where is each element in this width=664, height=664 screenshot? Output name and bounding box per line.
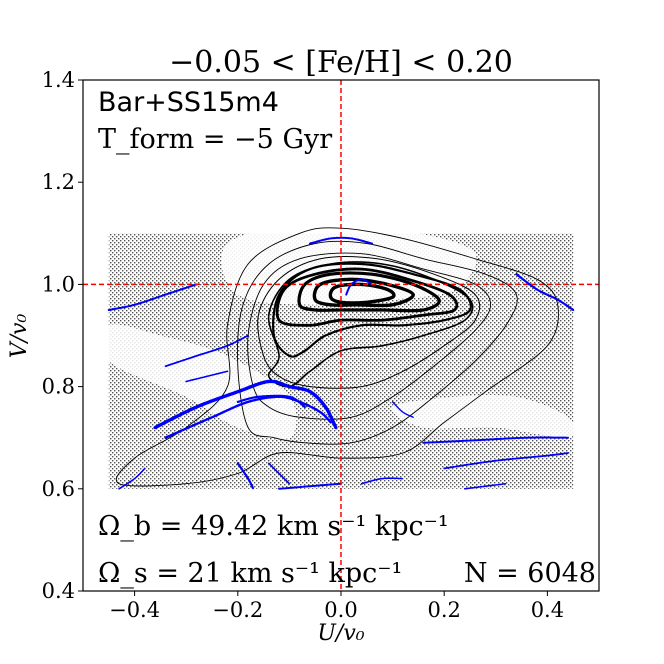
density-contour <box>272 262 472 358</box>
density-contour <box>328 282 396 305</box>
resonance-streak <box>515 273 575 312</box>
resonance-streak <box>185 370 229 383</box>
x-tick-label: −0.4 <box>109 598 160 622</box>
resonance-streak <box>268 462 291 485</box>
y-axis-label: V/v₀ <box>7 314 32 359</box>
x-tick-label: 0.4 <box>531 598 564 622</box>
resonance-streak <box>278 482 342 490</box>
resonance-streak <box>236 394 306 409</box>
x-axis-label: U/v₀ <box>317 621 364 646</box>
plot-area <box>83 80 599 591</box>
omega-s-label: Ω_s = 21 km s⁻¹ kpc⁻¹ <box>98 558 402 589</box>
density-contour <box>247 252 492 420</box>
omega-b-label: Ω_b = 49.42 km s⁻¹ kpc⁻¹ <box>98 511 449 542</box>
axes: −0.4 −0.2 0.0 0.2 0.4 0.4 0.6 0.8 1.0 1.2 1.4 <box>42 68 565 622</box>
x-tick-label: 0.0 <box>324 598 357 622</box>
model-label: Bar+SS15m4 <box>98 87 279 118</box>
resonance-streak <box>107 283 198 311</box>
density-contour <box>297 271 441 313</box>
y-tick-label: 1.4 <box>42 68 75 92</box>
density-contour <box>312 277 415 308</box>
density-contour <box>237 240 518 445</box>
y-tick-label: 0.4 <box>42 579 75 603</box>
resonance-streak <box>422 436 569 444</box>
y-tick-label: 1.2 <box>42 170 75 194</box>
resonance-streak <box>345 278 373 296</box>
resonance-streak <box>391 401 414 418</box>
density-contour <box>257 256 481 389</box>
shaded-gap <box>100 324 297 440</box>
y-tick-label: 0.6 <box>42 477 75 501</box>
resonance-streak <box>443 452 569 470</box>
y-tick-label: 1.0 <box>42 272 75 296</box>
chart-title: −0.05 < [Fe/H] < 0.20 <box>169 45 513 80</box>
density-contour <box>275 267 459 327</box>
resonance-streak <box>464 482 507 490</box>
resonance-streak <box>153 379 338 430</box>
resonance-streak <box>164 334 249 368</box>
y-tick-label: 0.8 <box>42 375 75 399</box>
x-tick-label: −0.2 <box>212 598 263 622</box>
resonance-streak <box>360 477 404 485</box>
tform-label: T_form = −5 Gyr <box>98 124 332 155</box>
n-label: N = 6048 <box>464 558 596 589</box>
x-tick-label: 0.2 <box>427 598 460 622</box>
density-contour <box>115 227 559 487</box>
resonance-streak <box>236 462 255 490</box>
resonance-streak <box>118 467 146 490</box>
resonance-streak <box>309 236 373 245</box>
